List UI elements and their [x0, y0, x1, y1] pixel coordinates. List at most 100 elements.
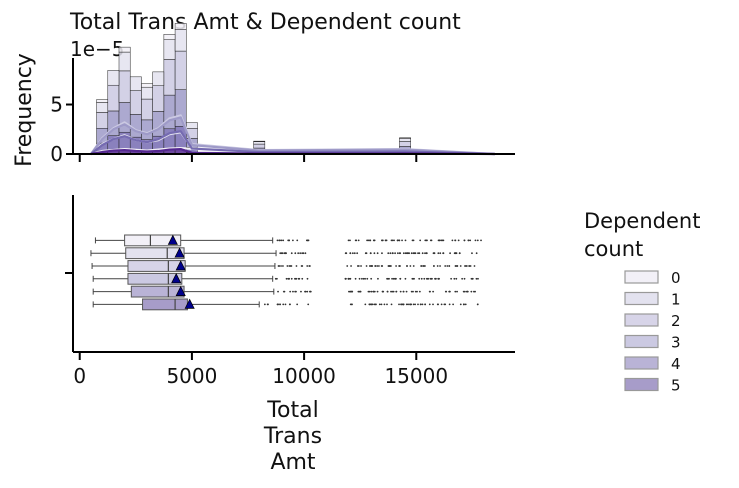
box-outlier — [370, 277, 373, 280]
box-outlier — [375, 303, 377, 306]
box-outlier — [416, 290, 418, 293]
box-outlier — [457, 239, 460, 242]
box-outlier — [414, 290, 417, 293]
hist-bar — [141, 86, 153, 100]
box-outlier — [410, 252, 413, 255]
box-outlier — [439, 252, 442, 255]
box-outlier — [448, 290, 451, 293]
box-outlier — [279, 252, 282, 255]
box-outlier — [300, 265, 303, 267]
box-outlier — [366, 239, 368, 242]
box-outlier — [347, 277, 350, 280]
box-outlier — [280, 265, 282, 267]
box-outlier — [365, 265, 368, 267]
box-outlier — [396, 239, 399, 242]
box-x-tick-label: 5000 — [166, 364, 217, 388]
box-outlier — [370, 303, 373, 306]
hist-bar — [186, 122, 198, 129]
box-outlier — [296, 239, 299, 242]
box-outlier — [349, 303, 352, 306]
box-outlier — [467, 239, 470, 242]
box-x-tick-label: 15000 — [384, 364, 448, 388]
box-outlier — [380, 265, 383, 267]
box-outlier — [405, 290, 408, 293]
box-x-axis-label: Total Trans Amt — [263, 398, 322, 475]
box-rect — [124, 234, 182, 247]
box-outlier — [344, 252, 347, 255]
box-outlier — [440, 303, 443, 306]
box-outlier — [349, 277, 351, 280]
box-outlier — [475, 277, 478, 280]
legend-swatch — [624, 377, 659, 392]
box-outlier — [377, 277, 379, 280]
box-outlier — [279, 303, 281, 306]
legend-swatch — [624, 270, 659, 284]
box-outlier — [436, 303, 439, 306]
box-outlier — [377, 265, 380, 267]
box-outlier — [423, 277, 426, 280]
box-outlier — [441, 239, 444, 242]
box-outlier — [398, 265, 401, 267]
legend-swatch — [624, 356, 659, 370]
box-outlier — [386, 303, 388, 306]
hist-bar — [141, 119, 153, 140]
box-outlier — [369, 252, 372, 255]
box-outlier — [453, 277, 456, 280]
legend-label: 1 — [671, 291, 681, 309]
hist-bar — [163, 34, 176, 40]
legend-swatch — [624, 313, 659, 327]
box-outlier — [349, 290, 352, 293]
box-outlier — [471, 277, 474, 280]
box-outlier — [390, 290, 392, 293]
box-outlier — [392, 290, 395, 293]
hist-bar — [152, 85, 165, 112]
box-outlier — [473, 265, 476, 267]
box-outlier — [391, 252, 394, 255]
legend-label: 3 — [671, 334, 681, 352]
box-outlier — [401, 239, 403, 242]
hist-bar — [174, 29, 187, 52]
box-outlier — [407, 303, 410, 306]
hist-bar — [152, 71, 165, 86]
box-outlier — [277, 265, 280, 267]
box-outlier — [463, 290, 466, 293]
box-outlier — [419, 303, 422, 306]
box-outlier — [404, 239, 407, 242]
box-outlier — [276, 303, 279, 306]
box-outlier — [289, 303, 291, 306]
box-outlier — [455, 252, 458, 255]
box-outlier — [449, 252, 451, 255]
box-outlier — [358, 277, 361, 280]
box-outlier — [456, 265, 459, 267]
box-outlier — [292, 290, 294, 293]
box-outlier — [470, 290, 473, 293]
box-outlier — [465, 265, 468, 267]
legend-swatch — [624, 334, 659, 349]
box-outlier — [469, 239, 472, 242]
box-outlier — [357, 265, 360, 267]
box-mean-marker — [175, 260, 186, 271]
legend-label: 2 — [671, 312, 681, 330]
legend-label: 4 — [671, 355, 681, 373]
box-outlier — [421, 252, 424, 255]
box-outlier — [349, 239, 351, 242]
box-outlier — [469, 265, 472, 267]
box-outlier — [351, 303, 353, 306]
hist-bar — [253, 143, 266, 149]
hist-bar — [399, 137, 411, 139]
box-outlier — [466, 290, 469, 293]
box-mean-marker — [184, 298, 195, 309]
box-outlier — [439, 265, 441, 267]
box-outlier — [404, 277, 407, 280]
box-outlier — [286, 265, 289, 267]
hist-y-tick-label: 5 — [50, 93, 63, 117]
hist-bar — [129, 114, 142, 138]
box-outlier — [412, 290, 414, 293]
box-outlier — [287, 277, 290, 280]
box-outlier — [302, 252, 305, 255]
box-outlier — [405, 303, 408, 306]
box-outlier — [430, 239, 433, 242]
box-outlier — [307, 239, 310, 242]
box-outlier — [452, 303, 455, 306]
box-outlier — [393, 239, 395, 242]
